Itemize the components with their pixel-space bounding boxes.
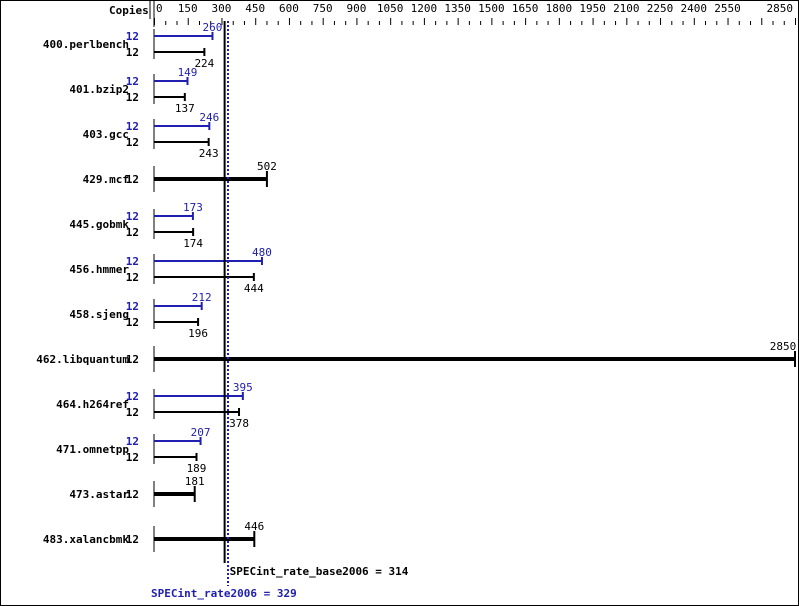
base-copies: 12 <box>126 488 139 501</box>
x-tick-label: 2550 <box>714 2 741 15</box>
benchmark-label: 401.bzip2 <box>69 83 129 96</box>
peak-value-label: 246 <box>199 111 219 124</box>
peak-copies: 12 <box>126 120 139 133</box>
x-tick-label: 1800 <box>546 2 573 15</box>
x-tick-label: 1050 <box>377 2 404 15</box>
base-copies: 12 <box>126 173 139 186</box>
base-value-label: 502 <box>257 160 277 173</box>
x-tick-label: 2250 <box>647 2 674 15</box>
base-value-label: 446 <box>244 520 264 533</box>
x-tick-label: 600 <box>279 2 299 15</box>
base-copies: 12 <box>126 46 139 59</box>
benchmark-label: 403.gcc <box>83 128 129 141</box>
base-value-label: 444 <box>244 282 264 295</box>
peak-value-label: 207 <box>191 426 211 439</box>
base-value-label: 2850 <box>770 340 797 353</box>
base-copies: 12 <box>126 136 139 149</box>
peak-copies: 12 <box>126 210 139 223</box>
peak-copies: 12 <box>126 300 139 313</box>
base-value-label: 137 <box>175 102 195 115</box>
peak-value-label: 395 <box>233 381 253 394</box>
benchmark-label: 458.sjeng <box>69 308 129 321</box>
x-tick-label: 150 <box>178 2 198 15</box>
peak-reference-label: SPECint_rate2006 = 329 <box>151 587 297 600</box>
x-tick-label: 2850 <box>767 2 794 15</box>
x-tick-label: 2100 <box>613 2 640 15</box>
base-copies: 12 <box>126 271 139 284</box>
peak-copies: 12 <box>126 30 139 43</box>
base-copies: 12 <box>126 316 139 329</box>
base-copies: 12 <box>126 533 139 546</box>
base-copies: 12 <box>126 353 139 366</box>
base-value-label: 174 <box>183 237 203 250</box>
x-tick-label: 1200 <box>411 2 438 15</box>
benchmark-label: 400.perlbench <box>43 38 129 51</box>
peak-copies: 12 <box>126 75 139 88</box>
x-tick-label: 900 <box>346 2 366 15</box>
benchmark-label: 483.xalancbmk <box>43 533 129 546</box>
benchmark-label: 462.libquantum <box>36 353 129 366</box>
x-tick-label: 750 <box>313 2 333 15</box>
x-tick-label: 300 <box>212 2 232 15</box>
base-value-label: 181 <box>185 475 205 488</box>
benchmark-label: 429.mcf <box>83 173 129 186</box>
peak-value-label: 212 <box>192 291 212 304</box>
base-value-label: 224 <box>194 57 214 70</box>
base-value-label: 189 <box>187 462 207 475</box>
peak-copies: 12 <box>126 255 139 268</box>
benchmark-label: 471.omnetpp <box>56 443 129 456</box>
peak-copies: 12 <box>126 390 139 403</box>
x-tick-label: 2400 <box>681 2 708 15</box>
x-tick-label: 1350 <box>444 2 471 15</box>
peak-copies: 12 <box>126 435 139 448</box>
base-reference-label: SPECint_rate_base2006 = 314 <box>230 565 409 578</box>
base-copies: 12 <box>126 91 139 104</box>
benchmark-label: 456.hmmer <box>69 263 129 276</box>
peak-value-label: 260 <box>203 21 223 34</box>
benchmark-label: 445.gobmk <box>69 218 129 231</box>
base-value-label: 378 <box>229 417 249 430</box>
base-value-label: 243 <box>199 147 219 160</box>
peak-value-label: 149 <box>178 66 198 79</box>
peak-value-label: 173 <box>183 201 203 214</box>
base-value-label: 196 <box>188 327 208 340</box>
x-tick-label: 1950 <box>579 2 606 15</box>
benchmark-label: 473.astar <box>69 488 129 501</box>
x-tick-label: 0 <box>156 2 163 15</box>
copies-header: Copies <box>109 4 149 17</box>
x-tick-label: 450 <box>245 2 265 15</box>
benchmark-label: 464.h264ref <box>56 398 129 411</box>
x-tick-label: 1650 <box>512 2 539 15</box>
base-copies: 12 <box>126 451 139 464</box>
base-copies: 12 <box>126 406 139 419</box>
x-tick-label: 1500 <box>478 2 505 15</box>
peak-value-label: 480 <box>252 246 272 259</box>
base-copies: 12 <box>126 226 139 239</box>
